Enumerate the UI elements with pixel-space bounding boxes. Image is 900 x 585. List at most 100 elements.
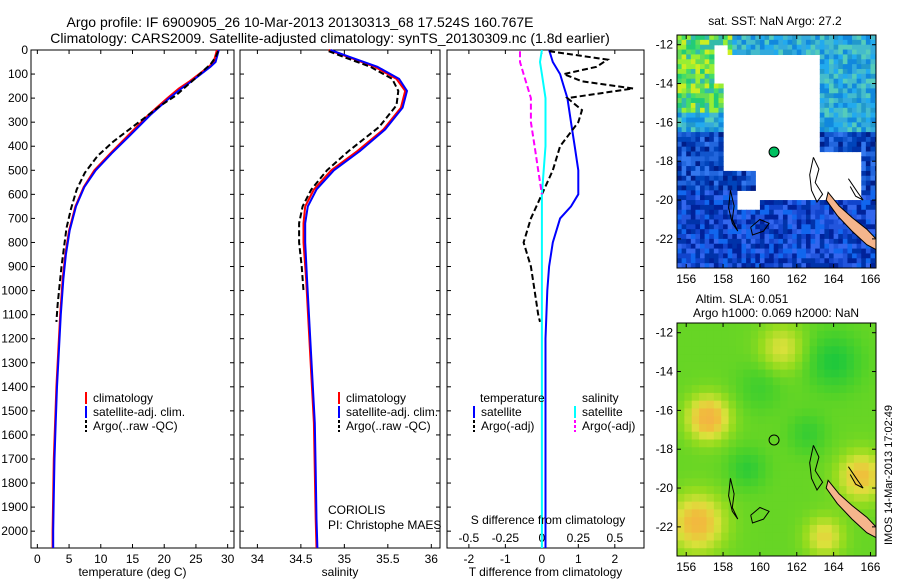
map-cell xyxy=(870,59,876,65)
map-cell xyxy=(732,35,738,41)
map-cell xyxy=(769,248,775,255)
map-cell xyxy=(838,253,844,259)
map-cell xyxy=(853,540,862,549)
map-cell xyxy=(732,258,738,264)
map-cell xyxy=(829,88,835,94)
legend-header-temperature: temperature xyxy=(480,391,545,405)
map-cell xyxy=(750,392,759,402)
map-cell xyxy=(706,470,715,479)
map-cell xyxy=(758,423,767,433)
map-cell xyxy=(831,392,840,402)
map-cell xyxy=(691,486,700,495)
map-cell xyxy=(824,200,830,206)
map-cell xyxy=(846,377,855,386)
map-cell xyxy=(690,229,697,235)
map-cell xyxy=(765,548,774,556)
map-cell xyxy=(750,49,756,56)
map-cell xyxy=(782,35,789,41)
map-cell xyxy=(853,323,862,332)
map-cell xyxy=(750,400,759,410)
map-cell xyxy=(684,455,693,464)
map-cell xyxy=(706,431,715,441)
map-cell xyxy=(758,447,767,456)
map-cell xyxy=(755,219,761,225)
map-cell xyxy=(809,385,818,394)
map-cell xyxy=(856,112,862,119)
map-cell xyxy=(865,68,872,75)
map-cell xyxy=(865,195,872,201)
map-cell xyxy=(831,501,840,510)
map-cell xyxy=(852,136,858,143)
map-cell xyxy=(847,107,853,114)
map-cell xyxy=(787,470,796,479)
map-cell xyxy=(861,248,867,255)
map-cell xyxy=(794,377,803,386)
map-cell xyxy=(852,258,858,264)
map-cell xyxy=(691,517,700,526)
map-cell xyxy=(686,224,692,230)
map-cell xyxy=(868,493,876,503)
map-cell xyxy=(787,423,796,433)
map-cell xyxy=(810,35,816,41)
map-cell xyxy=(773,253,779,259)
map-cell xyxy=(750,524,759,534)
map-cell xyxy=(787,338,796,347)
map-cell xyxy=(842,64,849,70)
map-cell xyxy=(824,107,830,114)
map-cell xyxy=(677,127,683,133)
map-cell xyxy=(801,243,807,250)
map-cell xyxy=(868,501,876,510)
map-cell xyxy=(713,253,720,259)
map-cell xyxy=(684,354,693,363)
map-cell xyxy=(792,238,798,245)
map-cell xyxy=(691,470,700,479)
map-cell xyxy=(699,377,708,386)
map-cell xyxy=(870,49,876,56)
map-cell xyxy=(677,493,685,503)
map-cell xyxy=(852,248,858,255)
map-cell xyxy=(829,122,835,128)
map-cell xyxy=(690,54,697,60)
map-cell xyxy=(743,346,752,355)
map-cell xyxy=(802,455,811,464)
map-cell xyxy=(833,88,839,94)
map-cell xyxy=(709,243,715,250)
map-cell xyxy=(801,214,807,221)
map-cell xyxy=(713,524,722,534)
map-cell xyxy=(856,93,862,99)
map-cell xyxy=(732,204,738,211)
map-cell xyxy=(787,214,793,221)
map-cell xyxy=(801,219,807,225)
map-cell xyxy=(792,219,798,225)
belep-contour xyxy=(847,466,864,489)
map-cell xyxy=(833,35,839,41)
map-cell xyxy=(824,416,833,425)
map-cell xyxy=(780,385,789,394)
map-cell xyxy=(842,234,849,240)
map-cell xyxy=(817,439,826,448)
map-cell xyxy=(847,136,853,143)
map-cell xyxy=(787,361,796,371)
map-cell xyxy=(833,98,839,104)
map-cell xyxy=(709,78,715,85)
map-cell xyxy=(861,83,867,89)
map-cell xyxy=(709,180,715,187)
map-cell xyxy=(764,39,770,46)
lat-tick-label: -12 xyxy=(656,326,674,340)
difference-panel: -2 -1 0 1 2-0.5 -0.25 0 0.25 0.5T difference fro… xyxy=(446,49,645,579)
map-cell xyxy=(856,64,862,70)
map-cell xyxy=(727,35,733,41)
map-cell xyxy=(865,253,872,259)
map-cell xyxy=(677,439,685,448)
map-cell xyxy=(794,369,803,378)
map-cell xyxy=(695,238,701,245)
map-cell xyxy=(727,39,733,46)
map-cell xyxy=(721,400,730,410)
map-cell xyxy=(769,243,775,250)
map-cell xyxy=(736,224,743,230)
legend-label-climatology: climatology xyxy=(346,391,406,405)
map-cell xyxy=(824,338,833,347)
map-cell xyxy=(792,229,798,235)
map-cell xyxy=(700,234,706,240)
map-cell xyxy=(809,354,818,363)
